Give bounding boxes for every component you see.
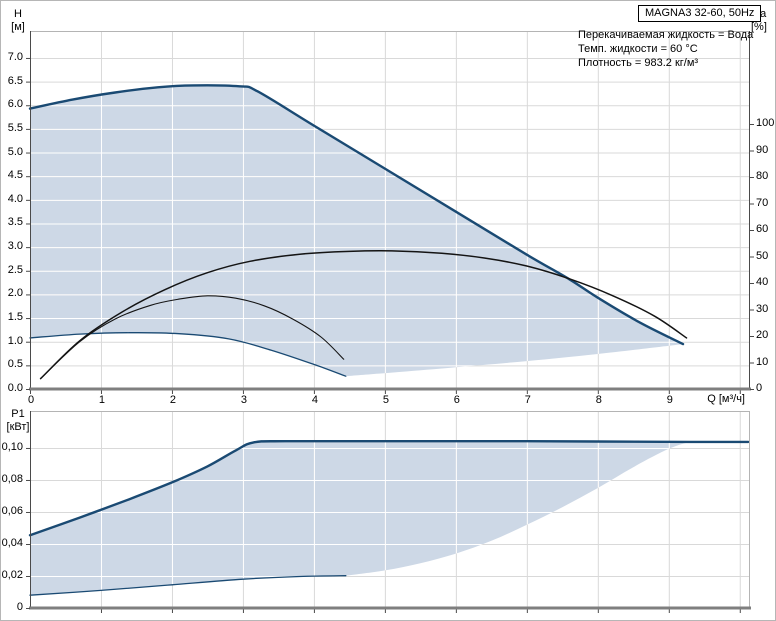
max-speed-head-curve [28,84,685,346]
x-tick-label: 3 [240,394,247,406]
x-tick-label: 9 [666,394,673,406]
head-axis-label: H [м] [7,8,29,34]
head-chart [26,31,754,394]
y-left-tick-label: 0.0 [7,382,23,394]
head-axis-label-symbol: H [14,8,22,20]
y-left-tick-label: 1.5 [7,311,23,324]
power-chart [26,411,751,613]
p1-min-speed-curve [29,575,347,596]
power-range-envelope [30,441,691,596]
y-left-tick-label: 5.0 [7,145,23,158]
info-line-density: Плотность = 983.2 кг/м³ [578,57,699,69]
duty-range-envelope [30,85,683,377]
power-tick-marks [26,447,741,613]
x-tick-label: 5 [382,394,389,406]
y-right-tick-label: 60 [756,223,769,235]
y-right-tick-label: 70 [756,196,769,209]
x-tick-label: 6 [453,394,460,406]
y-left-tick-label: 0 [16,601,23,613]
y-left-tick-label: 2.5 [7,263,23,276]
info-line-liquid: Перекачиваемая жидкость = Вода [578,29,754,41]
y-left-tick-label: 0.5 [7,358,23,371]
eta-curve-max-speed [39,250,688,380]
power-axis-label-symbol: P1 [11,408,25,420]
y-left-tick-label: 0,08 [1,472,23,485]
min-speed-head-curve [29,332,347,377]
y-right-tick-label: 20 [756,329,769,341]
x-tick-label: 4 [311,394,318,406]
y-left-tick-label: 1.0 [7,334,23,347]
head-axis-label-unit: [м] [11,21,25,33]
y-left-tick-label: 5.5 [7,121,23,134]
eta-curve-min-speed [40,295,345,380]
y-right-tick-label: 30 [756,302,769,315]
head-tick-marks [26,57,754,394]
y-right-tick-label: 100 [756,117,775,129]
y-right-tick-label: 50 [756,249,769,262]
y-left-tick-label: 7.0 [7,50,23,63]
power-axis-label-unit: [кВт] [6,421,30,433]
y-right-tick-label: 10 [756,355,769,368]
flow-axis-label: Q [м³/ч] [707,393,745,405]
y-left-tick-label: 0,04 [1,536,23,549]
y-left-tick-label: 3.0 [7,240,23,253]
x-tick-label: 8 [595,394,602,406]
x-tick-label: 2 [169,394,177,406]
power-axis-label: P1 [кВт] [3,408,33,434]
y-left-tick-label: 3.5 [7,216,23,229]
y-left-tick-label: 6.5 [7,74,23,87]
y-left-tick-label: 4.0 [7,192,23,205]
x-tick-label: 1 [98,394,106,406]
p1-max-speed-curve [28,439,750,537]
x-tick-label: 0 [27,394,35,406]
y-left-tick-label: 4.5 [7,169,23,182]
y-left-tick-label: 0,06 [1,504,23,517]
efficiency-axis-label-unit: [%] [751,21,767,33]
y-right-tick-label: 40 [756,276,769,288]
info-line-temperature: Темп. жидкости = 60 °C [578,43,698,55]
y-left-tick-label: 6.0 [7,98,23,111]
x-tick-label: 7 [524,394,531,406]
y-right-tick-label: 0 [756,382,763,394]
liquid-info-block: Перекачиваемая жидкость = Вода Темп. жид… [578,28,753,70]
y-left-tick-label: 2.0 [7,287,23,300]
y-right-tick-label: 90 [756,143,769,156]
y-right-tick-label: 80 [756,170,769,182]
y-left-tick-label: 0,10 [1,440,23,453]
y-left-tick-label: 0,02 [1,568,23,581]
pump-model-title-box: MAGNA3 32-60, 50Hz [638,5,762,22]
